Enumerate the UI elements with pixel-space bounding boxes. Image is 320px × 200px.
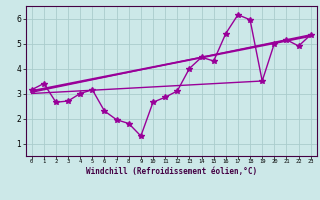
X-axis label: Windchill (Refroidissement éolien,°C): Windchill (Refroidissement éolien,°C) — [86, 167, 257, 176]
